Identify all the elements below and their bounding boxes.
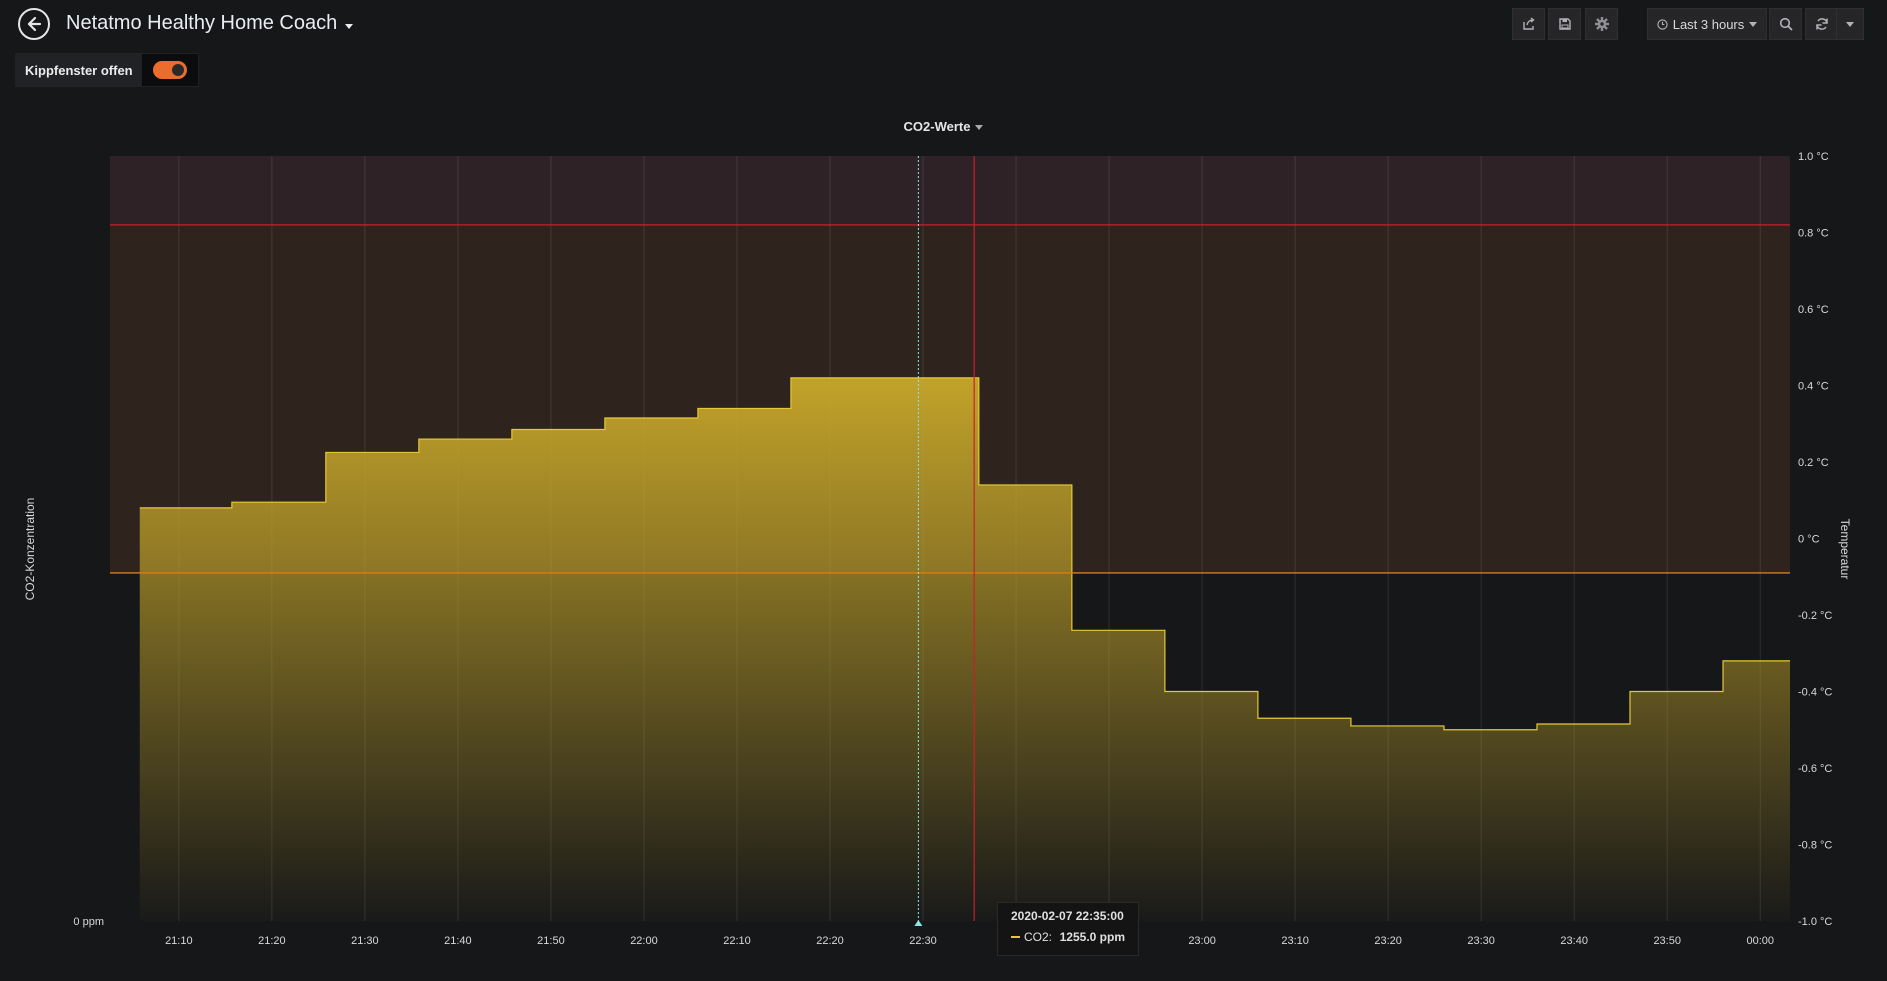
- variable-label: Kippfenster offen: [16, 54, 142, 86]
- time-range-label: Last 3 hours: [1672, 16, 1745, 32]
- dashboard-title-picker[interactable]: Netatmo Healthy Home Coach: [66, 12, 354, 35]
- zoom-out-icon: [1779, 17, 1793, 31]
- clock-icon: [1657, 18, 1668, 30]
- refresh-icon: [1815, 18, 1828, 30]
- x-tick-label: 21:50: [537, 935, 565, 947]
- arrow-left-icon: [27, 16, 42, 32]
- tooltip-series: CO2:: [1024, 930, 1053, 944]
- tooltip-value: 1255.0 ppm: [1059, 930, 1125, 944]
- x-tick-label: 22:20: [816, 935, 844, 947]
- threshold-band-high: [110, 156, 1790, 225]
- series-swatch: [1011, 936, 1020, 938]
- co2-series-line: [139, 377, 1790, 731]
- time-range-picker[interactable]: Last 3 hours: [1647, 8, 1767, 40]
- caret-down-icon: [345, 24, 354, 29]
- right-tick-label: 0.4 °C: [1798, 381, 1829, 393]
- co2-area: [139, 377, 1790, 922]
- toggle-knob: [171, 64, 184, 76]
- right-tick-label: 0.6 °C: [1798, 304, 1829, 316]
- caret-down-icon: [1846, 21, 1854, 27]
- x-tick-label: 21:30: [351, 935, 379, 947]
- caret-down-icon: [975, 125, 984, 131]
- tooltip-time: 2020-02-07 22:35:00: [1011, 909, 1124, 923]
- graph-tooltip: 2020-02-07 22:35:00 CO2: 1255.0 ppm: [997, 902, 1139, 956]
- x-tick-label: 00:00: [1746, 935, 1774, 947]
- x-tick-label: 23:40: [1560, 935, 1588, 947]
- x-tick-label: 22:30: [909, 935, 937, 947]
- x-tick-label: 23:20: [1374, 935, 1402, 947]
- right-tick-label: -0.4 °C: [1798, 687, 1832, 699]
- left-axis-tick: 0 ppm: [73, 916, 104, 928]
- x-tick-label: 22:00: [630, 935, 658, 947]
- variable-toggle[interactable]: [141, 54, 198, 86]
- back-button[interactable]: [18, 8, 50, 40]
- left-axis-label: CO2-Konzentration: [23, 498, 37, 601]
- dashboard-title: Netatmo Healthy Home Coach: [66, 12, 338, 34]
- x-tick-label: 23:30: [1467, 935, 1495, 947]
- save-icon: [1558, 18, 1571, 30]
- zoom-out-button[interactable]: [1769, 8, 1802, 40]
- share-icon: [1522, 17, 1535, 30]
- toggle-switch: [152, 61, 187, 79]
- annotation-marker: [914, 920, 923, 926]
- right-axis-label: Temperatur: [1838, 519, 1852, 580]
- right-tick-label: -0.6 °C: [1798, 763, 1832, 775]
- x-tick-label: 21:20: [258, 935, 286, 947]
- right-tick-label: 0 °C: [1798, 534, 1820, 546]
- x-tick-label: 23:50: [1653, 935, 1681, 947]
- right-tick-label: 1.0 °C: [1798, 151, 1829, 163]
- right-tick-label: 0.8 °C: [1798, 228, 1829, 240]
- panel-header: CO2-Werte: [0, 119, 1887, 134]
- x-tick-label: 21:10: [165, 935, 193, 947]
- x-tick-label: 21:40: [444, 935, 472, 947]
- dashboard-settings-button[interactable]: [1585, 8, 1618, 40]
- top-navbar: Netatmo Healthy Home Coach: [0, 0, 1887, 50]
- save-dashboard-button[interactable]: [1548, 8, 1581, 40]
- x-tick-label: 23:10: [1281, 935, 1309, 947]
- x-tick-label: 23:00: [1188, 935, 1216, 947]
- x-tick-label: 22:10: [723, 935, 751, 947]
- gear-icon: [1594, 17, 1609, 31]
- right-tick-label: -0.8 °C: [1798, 840, 1832, 852]
- panel-title[interactable]: CO2-Werte: [903, 119, 971, 134]
- share-button[interactable]: [1512, 8, 1545, 40]
- right-tick-label: -0.2 °C: [1798, 610, 1832, 622]
- refresh-interval-picker[interactable]: [1836, 8, 1864, 40]
- caret-down-icon: [1749, 21, 1758, 27]
- variable-kippfenster: Kippfenster offen: [15, 53, 199, 87]
- right-tick-label: -1.0 °C: [1798, 916, 1832, 928]
- right-tick-label: 0.2 °C: [1798, 457, 1829, 469]
